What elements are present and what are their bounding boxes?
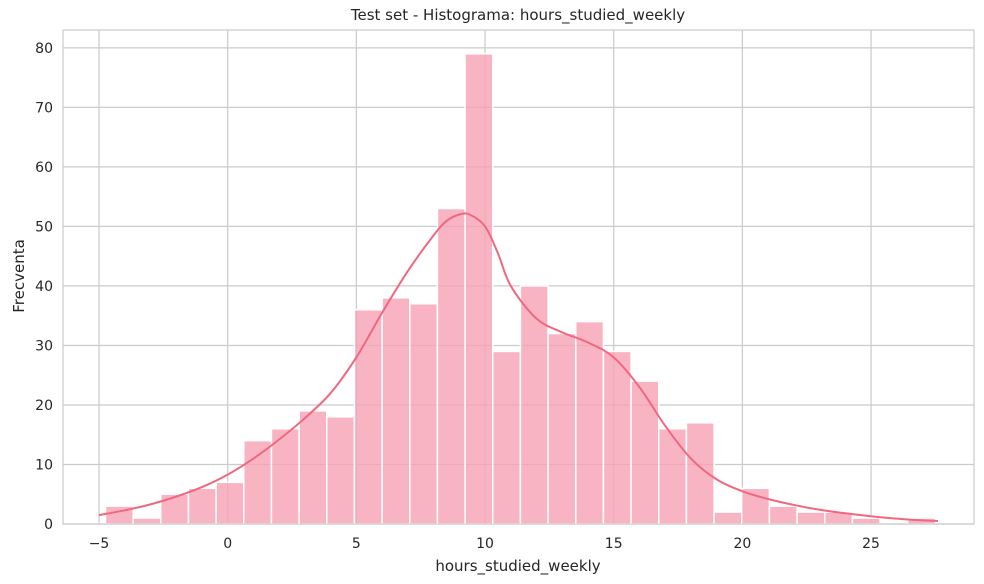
x-tick-label: 5 xyxy=(352,536,361,552)
histogram-bar xyxy=(160,493,190,525)
x-tick-label: 10 xyxy=(476,536,494,552)
histogram-bar xyxy=(464,53,494,525)
histogram-bar xyxy=(353,308,383,525)
y-axis-label: Frecventa xyxy=(10,239,28,313)
histogram-bar xyxy=(326,416,356,525)
plot-frame xyxy=(62,29,975,525)
histogram-bar xyxy=(547,332,577,525)
histogram-bar xyxy=(132,517,162,525)
kde-curve xyxy=(98,212,939,523)
histogram-bar xyxy=(381,297,411,525)
histogram-bar xyxy=(298,410,328,525)
histogram-bar xyxy=(740,487,771,525)
y-tick-label: 80 xyxy=(35,41,53,57)
histogram-bar xyxy=(796,511,826,525)
histogram-bar xyxy=(768,505,798,525)
histogram-bar xyxy=(630,380,660,525)
histogram-bar xyxy=(243,439,273,525)
histogram-bar xyxy=(713,511,743,525)
grid-lines xyxy=(63,30,974,525)
y-tick-label: 60 xyxy=(35,160,53,176)
chart-title: Test set - Histograma: hours_studied_wee… xyxy=(350,6,685,25)
x-axis-ticks: −5 0 5 10 15 20 25 xyxy=(89,536,880,552)
histogram-bar xyxy=(851,517,881,525)
histogram-bar xyxy=(187,487,217,525)
histogram-bar xyxy=(215,481,245,525)
x-tick-label: 15 xyxy=(605,536,623,552)
y-tick-label: 50 xyxy=(35,219,53,235)
histogram-bar xyxy=(685,422,715,525)
histogram-bar xyxy=(602,350,632,525)
x-tick-label: 20 xyxy=(733,536,751,552)
y-tick-label: 70 xyxy=(35,100,53,116)
y-tick-label: 10 xyxy=(35,457,53,473)
x-tick-label: 0 xyxy=(223,536,232,552)
histogram-bar xyxy=(658,428,688,525)
y-tick-label: 20 xyxy=(35,398,53,414)
y-tick-label: 40 xyxy=(35,279,53,295)
x-axis-label: hours_studied_weekly xyxy=(435,557,600,576)
histogram-bar xyxy=(436,207,466,525)
histogram-bar xyxy=(575,320,605,525)
histogram-bar xyxy=(409,303,439,525)
y-axis-ticks: 0 10 20 30 40 50 60 70 80 xyxy=(35,41,53,533)
histogram-bar xyxy=(519,285,549,525)
y-tick-label: 0 xyxy=(44,517,53,533)
x-tick-label: −5 xyxy=(89,536,110,552)
x-tick-label: 25 xyxy=(862,536,880,552)
histogram-bars xyxy=(104,53,937,525)
histogram-bar xyxy=(492,350,522,525)
y-tick-label: 30 xyxy=(35,338,53,354)
